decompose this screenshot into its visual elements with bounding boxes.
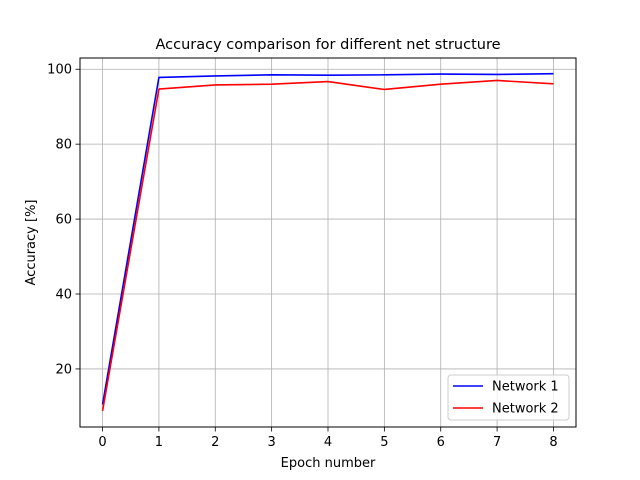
y-tick-label: 20 bbox=[55, 362, 72, 377]
y-tick-label: 40 bbox=[55, 288, 72, 303]
x-tick-label: 3 bbox=[267, 435, 275, 450]
x-tick-label: 1 bbox=[155, 435, 163, 450]
legend-label-network-1: Network 1 bbox=[492, 380, 559, 395]
x-tick-label: 2 bbox=[211, 435, 219, 450]
axis-ticks: 0 1 2 3 4 5 6 7 8 20 40 60 80 100 bbox=[47, 63, 557, 450]
series-line-network-1 bbox=[101, 72, 554, 405]
y-axis-label: Accuracy [%] bbox=[24, 200, 39, 286]
x-tick-label: 5 bbox=[380, 435, 388, 450]
x-tick-label: 6 bbox=[437, 435, 445, 450]
y-tick-label: 60 bbox=[55, 213, 72, 228]
legend: Network 1 Network 2 bbox=[447, 374, 570, 421]
grid-lines bbox=[80, 58, 576, 427]
x-axis-label: Epoch number bbox=[281, 456, 376, 471]
x-tick-label: 4 bbox=[324, 435, 332, 450]
x-tick-label: 8 bbox=[549, 435, 557, 450]
chart-title: Accuracy comparison for different net st… bbox=[155, 37, 500, 53]
x-tick-label: 0 bbox=[98, 435, 106, 450]
y-tick-label: 80 bbox=[55, 138, 72, 153]
y-tick-label: 100 bbox=[47, 63, 72, 78]
x-tick-label: 7 bbox=[493, 435, 501, 450]
series-lines bbox=[101, 72, 554, 412]
series-line-network-2 bbox=[101, 79, 554, 412]
legend-label-network-2: Network 2 bbox=[492, 402, 559, 417]
